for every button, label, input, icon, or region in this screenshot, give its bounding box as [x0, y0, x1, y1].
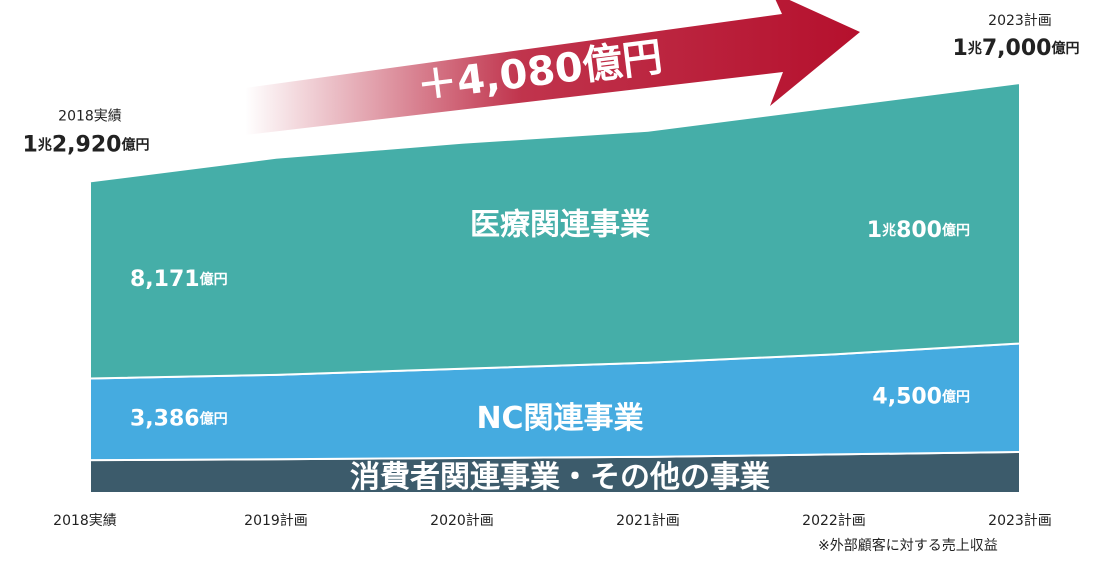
value-label: 3,386億円	[130, 406, 228, 431]
value-label: 1兆7,000億円	[953, 36, 1080, 61]
value-label: 1兆800億円	[867, 218, 970, 243]
total-category: 2018実績	[58, 108, 122, 124]
total-category: 2023計画	[988, 13, 1052, 29]
growth-arrow	[245, 0, 860, 135]
value-label: 1兆2,920億円	[23, 132, 150, 157]
x-tick-label: 2023計画	[988, 513, 1052, 529]
x-tick-label: 2020計画	[430, 513, 494, 529]
series-label: 医療関連事業	[470, 207, 650, 242]
value-label: 4,500億円	[872, 385, 970, 410]
x-tick-label: 2019計画	[244, 513, 308, 529]
series-label: 消費者関連事業・その他の事業	[350, 460, 770, 495]
x-tick-label: 2018実績	[53, 513, 117, 529]
footnote: ※外部顧客に対する売上収益	[818, 537, 998, 554]
area	[89, 81, 1021, 380]
areas	[89, 81, 1021, 494]
x-tick-label: 2022計画	[802, 513, 866, 529]
value-label: 8,171億円	[130, 267, 228, 292]
x-tick-label: 2021計画	[616, 513, 680, 529]
series-label: NC関連事業	[476, 401, 643, 436]
